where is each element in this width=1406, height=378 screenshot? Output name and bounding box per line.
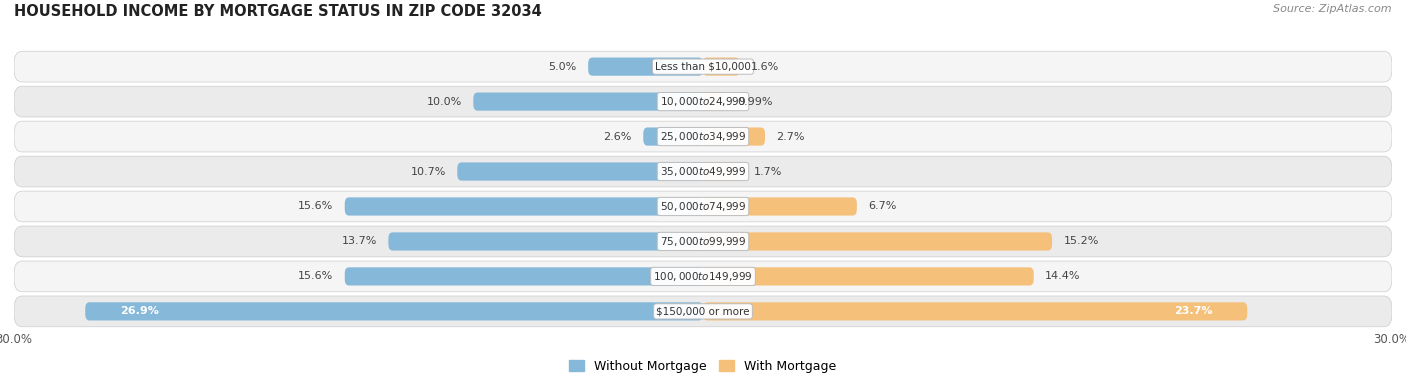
Text: Source: ZipAtlas.com: Source: ZipAtlas.com [1274, 4, 1392, 14]
Text: 13.7%: 13.7% [342, 237, 377, 246]
Text: 1.6%: 1.6% [751, 62, 779, 71]
FancyBboxPatch shape [14, 121, 1392, 152]
Text: $50,000 to $74,999: $50,000 to $74,999 [659, 200, 747, 213]
Text: 23.7%: 23.7% [1174, 307, 1213, 316]
Text: $10,000 to $24,999: $10,000 to $24,999 [659, 95, 747, 108]
FancyBboxPatch shape [86, 302, 703, 321]
FancyBboxPatch shape [588, 57, 703, 76]
Text: 10.7%: 10.7% [411, 167, 446, 177]
FancyBboxPatch shape [14, 86, 1392, 117]
FancyBboxPatch shape [703, 93, 725, 111]
FancyBboxPatch shape [14, 156, 1392, 187]
Text: 2.6%: 2.6% [603, 132, 631, 141]
FancyBboxPatch shape [644, 127, 703, 146]
Text: $25,000 to $34,999: $25,000 to $34,999 [659, 130, 747, 143]
FancyBboxPatch shape [703, 127, 765, 146]
Text: 26.9%: 26.9% [120, 307, 159, 316]
FancyBboxPatch shape [344, 267, 703, 285]
FancyBboxPatch shape [703, 163, 742, 181]
Text: HOUSEHOLD INCOME BY MORTGAGE STATUS IN ZIP CODE 32034: HOUSEHOLD INCOME BY MORTGAGE STATUS IN Z… [14, 4, 541, 19]
FancyBboxPatch shape [388, 232, 703, 251]
FancyBboxPatch shape [457, 163, 703, 181]
FancyBboxPatch shape [703, 302, 1247, 321]
Text: $75,000 to $99,999: $75,000 to $99,999 [659, 235, 747, 248]
Text: $100,000 to $149,999: $100,000 to $149,999 [654, 270, 752, 283]
Text: 15.6%: 15.6% [298, 201, 333, 211]
FancyBboxPatch shape [14, 51, 1392, 82]
FancyBboxPatch shape [703, 267, 1033, 285]
Text: Less than $10,000: Less than $10,000 [655, 62, 751, 71]
Text: 15.2%: 15.2% [1063, 237, 1099, 246]
Text: 5.0%: 5.0% [548, 62, 576, 71]
FancyBboxPatch shape [14, 226, 1392, 257]
Text: 15.6%: 15.6% [298, 271, 333, 281]
FancyBboxPatch shape [14, 191, 1392, 222]
FancyBboxPatch shape [703, 232, 1052, 251]
FancyBboxPatch shape [14, 261, 1392, 292]
Text: 2.7%: 2.7% [776, 132, 806, 141]
Text: 0.99%: 0.99% [737, 97, 773, 107]
Text: 10.0%: 10.0% [426, 97, 461, 107]
FancyBboxPatch shape [14, 296, 1392, 327]
Text: $150,000 or more: $150,000 or more [657, 307, 749, 316]
FancyBboxPatch shape [703, 197, 856, 215]
Text: 1.7%: 1.7% [754, 167, 782, 177]
Text: 6.7%: 6.7% [869, 201, 897, 211]
Legend: Without Mortgage, With Mortgage: Without Mortgage, With Mortgage [569, 360, 837, 373]
Text: 14.4%: 14.4% [1045, 271, 1081, 281]
FancyBboxPatch shape [703, 57, 740, 76]
FancyBboxPatch shape [344, 197, 703, 215]
FancyBboxPatch shape [474, 93, 703, 111]
Text: $35,000 to $49,999: $35,000 to $49,999 [659, 165, 747, 178]
